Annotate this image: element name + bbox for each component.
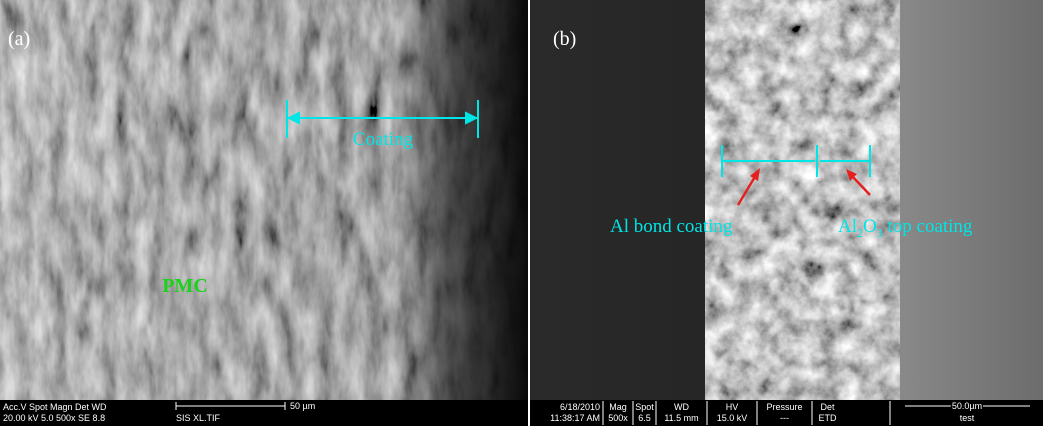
file-name: SIS XL.TIF: [176, 413, 221, 423]
field-value: 6.5: [638, 413, 651, 423]
panel-label: (a): [8, 28, 30, 50]
field-value: ETD: [819, 413, 838, 423]
field-name: Spot: [635, 402, 654, 412]
shade: [0, 0, 528, 400]
field-value: 500x: [608, 413, 628, 423]
divider: [528, 0, 530, 426]
date: 6/18/2010: [560, 402, 600, 412]
label-part: Al: [838, 216, 857, 237]
field-value: 11.5 mm: [664, 413, 698, 423]
scale-label: 50.0µm: [952, 401, 982, 411]
field-value: ---: [780, 413, 789, 423]
label-part: O: [863, 216, 877, 237]
info-header: Acc.V Spot Magn Det WD: [3, 402, 107, 412]
field-name: WD: [674, 402, 689, 412]
field-name: Det: [820, 402, 835, 412]
field-name: Pressure: [766, 402, 802, 412]
field-value: 15.0 kV: [717, 413, 748, 423]
field-name: Mag: [609, 402, 627, 412]
right-region: [895, 0, 1043, 400]
sample-name: test: [960, 413, 975, 423]
substrate-label: PMC: [162, 275, 208, 297]
time: 11:38:17 AM: [550, 413, 600, 423]
info-bar: [0, 400, 1043, 426]
panel-b: (b) Al bond coating Al2O3 top coating: [530, 0, 1043, 400]
coating-label: Coating: [353, 129, 414, 150]
bond-coating-label: Al bond coating: [610, 216, 733, 237]
label-part: top coating: [883, 216, 973, 237]
panel-label: (b): [553, 28, 576, 50]
info-values: 20.00 kV 5.0 500x SE 8.8: [3, 413, 105, 423]
figure: (a) Coating PMC (b) Al bond coa: [0, 0, 1043, 426]
scale-label: 50 µm: [290, 401, 315, 411]
panel-a: (a) Coating PMC: [0, 0, 528, 400]
field-name: HV: [726, 402, 739, 412]
coating-cross-section: [705, 0, 900, 400]
